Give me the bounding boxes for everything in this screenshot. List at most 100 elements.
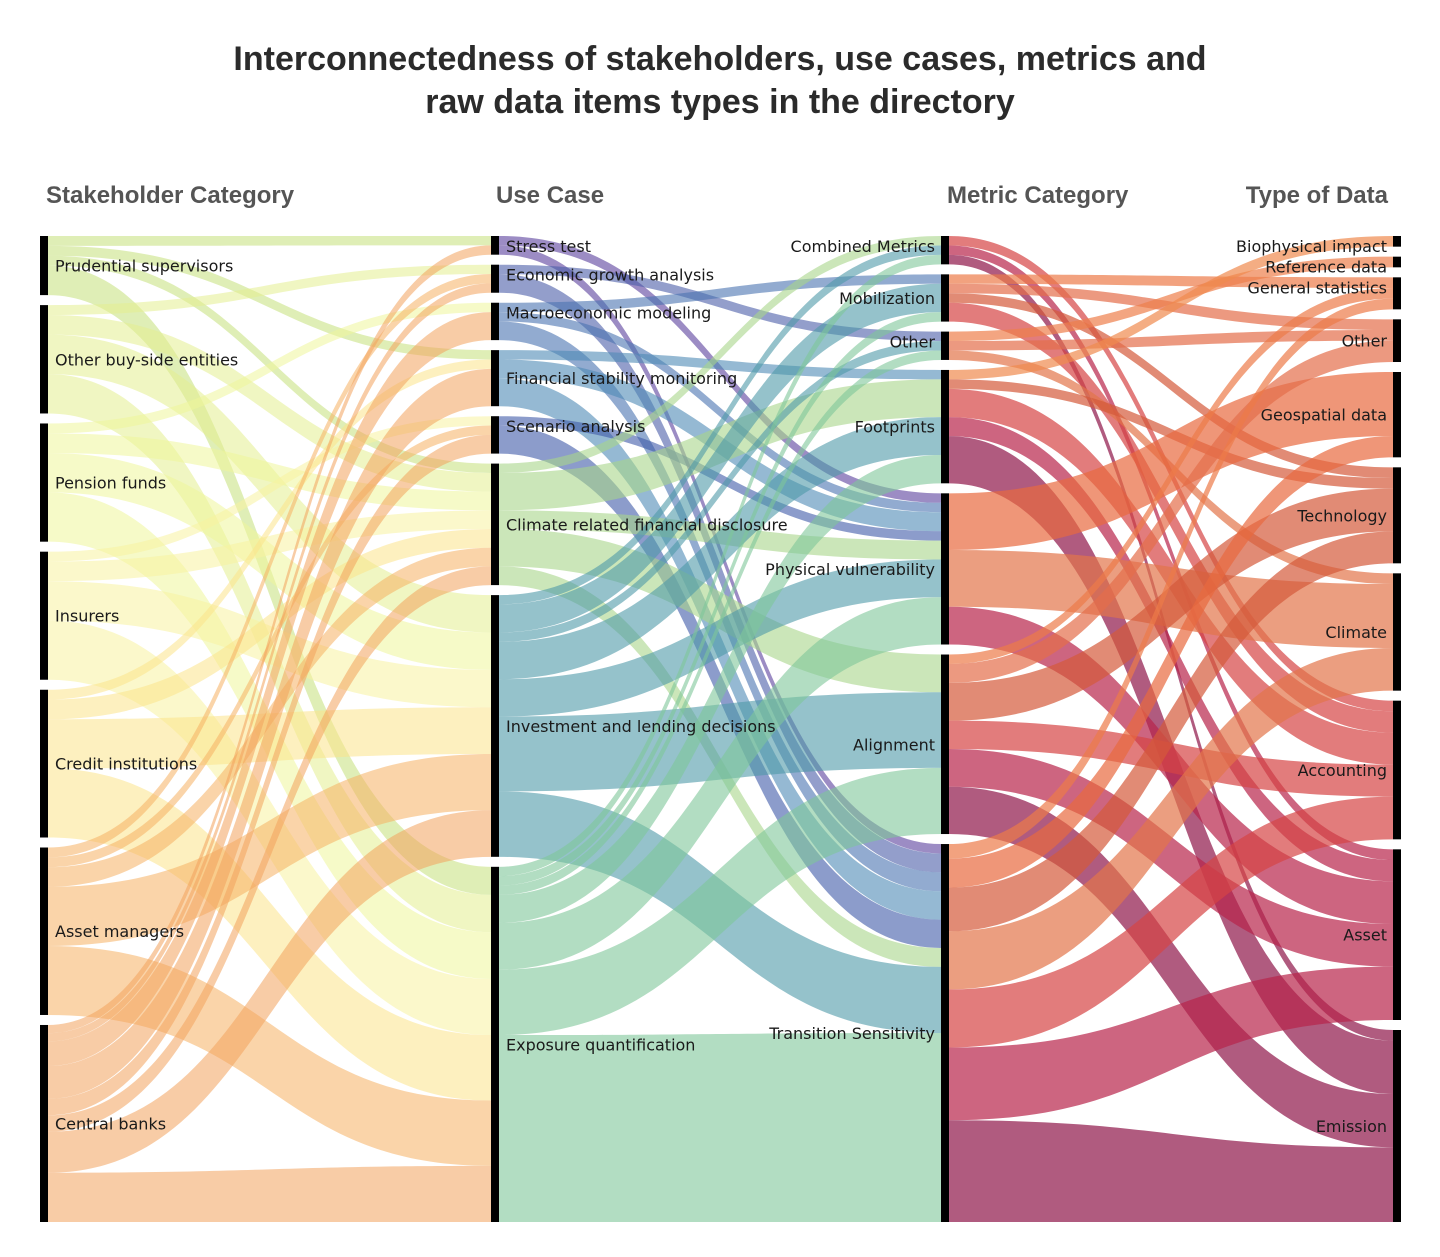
stakeholder-label-other-buy-side-entities: Other buy-side entities [55,350,238,369]
column-header-metric-category: Metric Category [947,182,1129,209]
data-type-label-other: Other [1342,332,1388,351]
use-case-label-financial-stability-monitoring: Financial stability monitoring [506,369,737,388]
use-case-node-investment-and-lending-decisions [491,595,499,857]
link-exposure-quantification-to-physical-vulnerability [499,597,941,970]
link-central-banks-to-macroeconomic-modeling [48,312,491,1067]
link-exposure-quantification-to-other [499,350,941,895]
link-transition-sensitivity-to-technology [949,531,1393,932]
link-transition-sensitivity-to-emission [949,1120,1393,1222]
metric-node-combined-metrics [941,236,949,265]
links-layer [48,236,1393,1222]
link-pension-funds-to-climate-related-financial-disclosure [48,433,491,511]
stakeholder-label-pension-funds: Pension funds [55,474,166,493]
link-other-buy-side-entities-to-economic-growth-analysis [48,264,491,315]
use-case-node-climate-related-financial-disclosure [491,463,499,586]
link-macroeconomic-modeling-to-physical-vulnerability [499,312,941,513]
link-prudential-supervisors-to-stress-test [48,236,491,246]
data-type-label-geospatial-data: Geospatial data [1261,406,1387,425]
link-investment-and-lending-decisions-to-other [499,341,941,642]
nodes-layer [40,236,1401,1222]
data-type-node-general-statistics [1393,277,1401,310]
link-asset-managers-to-scenario-analysis [48,425,491,868]
stakeholder-node-prudential-supervisors [40,236,48,296]
stakeholder-label-credit-institutions: Credit institutions [55,755,197,774]
metric-node-alignment [941,654,949,835]
link-central-banks-to-economic-growth-analysis [48,283,491,1042]
link-investment-and-lending-decisions-to-alignment [499,692,941,792]
link-alignment-to-emission [949,786,1393,1148]
data-type-label-general-statistics: General statistics [1248,278,1387,297]
link-alignment-to-technology [949,488,1393,721]
metric-label-combined-metrics: Combined Metrics [791,237,935,256]
stakeholder-node-central-banks [40,1024,48,1222]
use-case-node-stress-test [491,236,499,255]
link-exposure-quantification-to-footprints [499,454,941,923]
use-case-label-macroeconomic-modeling: Macroeconomic modeling [506,304,711,323]
chart-title-line-2: raw data items types in the directory [425,83,1015,121]
data-type-node-asset [1393,849,1401,1020]
link-exposure-quantification-to-combined-metrics [499,254,941,877]
link-investment-and-lending-decisions-to-physical-vulnerability [499,559,941,717]
data-type-node-climate [1393,573,1401,691]
metric-label-footprints: Footprints [855,418,935,437]
stakeholder-label-central-banks: Central banks [55,1114,166,1133]
link-economic-growth-analysis-to-other [499,264,941,342]
data-type-label-asset: Asset [1343,926,1387,945]
link-pension-funds-to-macroeconomic-modeling [48,302,491,434]
metric-label-physical-vulnerability: Physical vulnerability [765,560,935,579]
data-type-node-technology [1393,467,1401,564]
link-scenario-analysis-to-physical-vulnerability [499,416,941,541]
data-type-node-other [1393,319,1401,362]
use-case-label-scenario-analysis: Scenario analysis [506,417,645,436]
link-mobilization-to-technology [949,293,1393,478]
link-alignment-to-general-statistics [949,288,1393,664]
link-prudential-supervisors-to-financial-stability-monitoring [48,245,491,360]
link-insurers-to-scenario-analysis [48,416,491,562]
stakeholder-node-credit-institutions [40,689,48,838]
column-headers: Stakeholder Category Use Case Metric Categ… [46,182,1389,209]
link-transition-sensitivity-to-accounting [949,796,1393,1048]
stakeholder-node-pension-funds [40,423,48,542]
labels-layer: Prudential supervisors Other buy-side ent… [55,237,1387,1136]
link-investment-and-lending-decisions-to-combined-metrics [499,245,941,605]
use-case-label-stress-test: Stress test [506,237,591,256]
chart-title: Interconnectedness of stakeholders, use … [0,38,1440,124]
use-case-node-macroeconomic-modeling [491,302,499,341]
data-type-label-biophysical-impact: Biophysical impact [1236,237,1387,256]
stakeholder-node-asset-managers [40,847,48,1015]
metric-label-transition-sensitivity: Transition Sensitivity [768,1024,935,1043]
link-central-banks-to-stress-test [48,245,491,1034]
link-central-banks-to-investment-and-lending-decisions [48,810,491,1173]
use-case-label-economic-growth-analysis: Economic growth analysis [506,266,714,285]
link-exposure-quantification-to-alignment [499,767,941,1036]
link-exposure-quantification-to-mobilization [499,312,941,886]
link-central-banks-to-scenario-analysis [48,434,491,1116]
use-case-node-scenario-analysis [491,416,499,454]
data-type-node-accounting [1393,700,1401,840]
link-transition-sensitivity-to-climate [949,648,1393,990]
metric-node-transition-sensitivity [941,844,949,1222]
link-other-buy-side-entities-to-investment-and-lending-decisions [48,334,491,633]
link-other-buy-side-entities-to-climate-related-financial-disclosure [48,314,491,492]
use-case-node-economic-growth-analysis [491,264,499,293]
stakeholder-node-other-buy-side-entities [40,305,48,414]
link-investment-and-lending-decisions-to-mobilization [499,283,941,633]
chart-title-line-1: Interconnectedness of stakeholders, use … [233,40,1207,78]
column-header-type-of-data: Type of Data [1246,182,1389,209]
link-central-banks-to-climate-related-financial-disclosure [48,566,491,1132]
stakeholder-label-insurers: Insurers [55,607,119,626]
metric-node-mobilization [941,274,949,322]
data-type-node-biophysical-impact [1393,236,1401,247]
link-central-banks-to-exposure-quantification [48,1165,491,1222]
data-type-node-reference-data [1393,256,1401,268]
link-credit-institutions-to-climate-related-financial-disclosure [48,529,491,720]
use-case-label-investment-and-lending-decisions: Investment and lending decisions [506,717,776,736]
link-asset-managers-to-climate-related-financial-disclosure [48,547,491,887]
data-type-label-technology: Technology [1296,506,1387,525]
data-type-node-geospatial-data [1393,372,1401,458]
link-insurers-to-climate-related-financial-disclosure [48,510,491,582]
link-mobilization-to-general-statistics [949,274,1393,288]
data-type-node-emission [1393,1030,1401,1222]
metric-label-mobilization: Mobilization [839,289,935,308]
